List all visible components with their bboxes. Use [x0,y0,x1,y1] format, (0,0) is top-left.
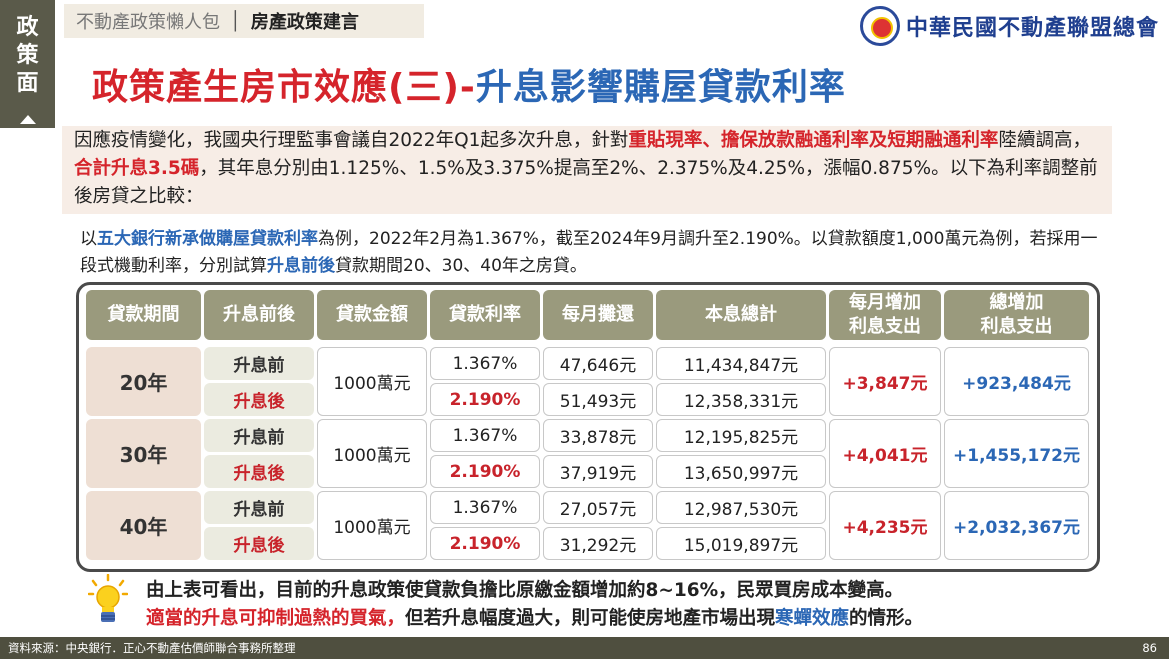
org-name: 中華民國不動產聯盟總會 [905,15,1159,41]
breadcrumb-parent: 不動產政策懶人包 [76,12,220,33]
total-payment-cell: 13,650,997元 [656,455,826,488]
monthly-increase-cell: +4,041元 [829,419,941,488]
page-title: 政策產生房市效應(三)-升息影響購屋貸款利率 [92,58,846,110]
note-line-1: 由上表可看出，目前的升息政策使貸款負擔比原繳金額增加約8~16%，民眾買房成本變… [146,580,904,601]
footer: 資料來源：中央銀行．正心不動產估價師聯合事務所整理 86 [0,637,1169,659]
phase-cell: 升息前 [204,419,314,452]
note-text: 的情形。 [849,608,924,629]
triangle-up-icon [20,115,36,124]
monthly-payment-cell: 27,057元 [543,491,653,524]
phase-cell: 升息後 [204,455,314,488]
intro-text: 因應疫情變化，我國央行理監事會議自2022年Q1起多次升息，針對 [74,130,629,151]
intro-highlight: 重貼現率、擔保放款融通利率及短期融通利率 [628,130,999,151]
para-highlight: 五大銀行新承做購屋貸款利率 [97,229,318,249]
table-header-cell: 本息總計 [656,290,826,340]
total-payment-cell: 11,434,847元 [656,347,826,380]
loan-amount-cell: 1000萬元 [317,491,427,560]
para-text: 以 [80,229,97,249]
para-text: 為例，2022年2月為1.367%，截至2024年9月調升至2.190%。以貸款… [80,229,1098,276]
loan-term-cell: 40年 [86,491,201,560]
total-payment-cell: 12,195,825元 [656,419,826,452]
section-tab-char: 策 [16,43,39,68]
rate-cell: 2.190% [430,455,540,488]
loan-amount-cell: 1000萬元 [317,419,427,488]
title-part1: 政策產生房市效應(三)- [92,67,476,108]
lightbulb-icon [88,574,128,622]
monthly-increase-cell: +4,235元 [829,491,941,560]
note-highlight: 寒蟬效應 [775,608,850,629]
rate-cell: 1.367% [430,419,540,452]
table-header-cell: 貸款利率 [430,290,540,340]
monthly-payment-cell: 51,493元 [543,383,653,416]
phase-cell: 升息後 [204,527,314,560]
breadcrumb-separator: │ [230,10,241,32]
rate-cell: 2.190% [430,383,540,416]
page-number: 86 [1142,641,1157,655]
section-tab-char: 政 [16,15,39,40]
monthly-payment-cell: 31,292元 [543,527,653,560]
loan-term-cell: 20年 [86,347,201,416]
monthly-increase-value: +3,847元 [842,374,928,394]
total-increase-value: +923,484元 [962,374,1071,394]
breadcrumb-current: 房產政策建言 [250,12,359,33]
intro-text: ，其年息分別由1.125%、1.5%及3.375%提高至2%、2.375%及4.… [74,158,1098,207]
section-tab-char: 面 [16,71,39,96]
total-increase-cell: +1,455,172元 [944,419,1089,488]
monthly-increase-value: +4,041元 [842,446,928,466]
title-part2: 升息影響購屋貸款利率 [475,67,846,108]
rate-cell: 1.367% [430,347,540,380]
rate-cell: 1.367% [430,491,540,524]
table-header-cell: 每月攤還 [543,290,653,340]
phase-cell: 升息前 [204,491,314,524]
table-header-cell: 每月增加 利息支出 [829,290,941,340]
intro-highlight: 合計升息3.5碼 [74,158,200,179]
phase-cell: 升息後 [204,383,314,416]
total-payment-cell: 12,358,331元 [656,383,826,416]
rate-cell: 2.190% [430,527,540,560]
loan-term-cell: 30年 [86,419,201,488]
example-paragraph: 以五大銀行新承做購屋貸款利率為例，2022年2月為1.367%，截至2024年9… [80,226,1110,280]
table-header-cell: 升息前後 [204,290,314,340]
org-logo: 中華民國不動產聯盟總會 [859,4,1159,48]
note-text: 但若升息幅度過大，則可能使房地產市場出現 [405,608,776,629]
breadcrumb: 不動產政策懶人包 │ 房產政策建言 [64,4,424,38]
table-header-cell: 總增加 利息支出 [944,290,1089,340]
para-text: 貸款期間20、30、40年之房貸。 [335,256,587,276]
intro-box: 因應疫情變化，我國央行理監事會議自2022年Q1起多次升息，針對重貼現率、擔保放… [62,126,1112,214]
loan-amount-cell: 1000萬元 [317,347,427,416]
total-payment-cell: 12,987,530元 [656,491,826,524]
table-header-cell: 貸款金額 [317,290,427,340]
monthly-payment-cell: 37,919元 [543,455,653,488]
total-payment-cell: 15,019,897元 [656,527,826,560]
total-increase-cell: +2,032,367元 [944,491,1089,560]
note-line-2: 適當的升息可抑制過熱的買氣，但若升息幅度過大，則可能使房地產市場出現寒蟬效應的情… [146,604,923,630]
total-increase-value: +2,032,367元 [953,518,1080,538]
intro-text: 陸續調高， [998,130,1091,151]
monthly-increase-cell: +3,847元 [829,347,941,416]
org-seal-icon [859,6,900,46]
loan-comparison-table: 貸款期間 升息前後 貸款金額 貸款利率 每月攤還 本息總計 每月增加 利息支出 總增加 利息支… [76,282,1100,572]
monthly-increase-value: +4,235元 [842,518,928,538]
table-header-cell: 貸款期間 [86,290,201,340]
total-increase-value: +1,455,172元 [953,446,1080,466]
monthly-payment-cell: 33,878元 [543,419,653,452]
source-note: 資料來源：中央銀行．正心不動產估價師聯合事務所整理 [8,641,296,655]
section-tab: 政 策 面 [0,0,55,128]
monthly-payment-cell: 47,646元 [543,347,653,380]
para-highlight: 升息前後 [267,256,335,276]
phase-cell: 升息前 [204,347,314,380]
total-increase-cell: +923,484元 [944,347,1089,416]
note-highlight: 適當的升息可抑制過熱的買氣， [146,608,406,629]
